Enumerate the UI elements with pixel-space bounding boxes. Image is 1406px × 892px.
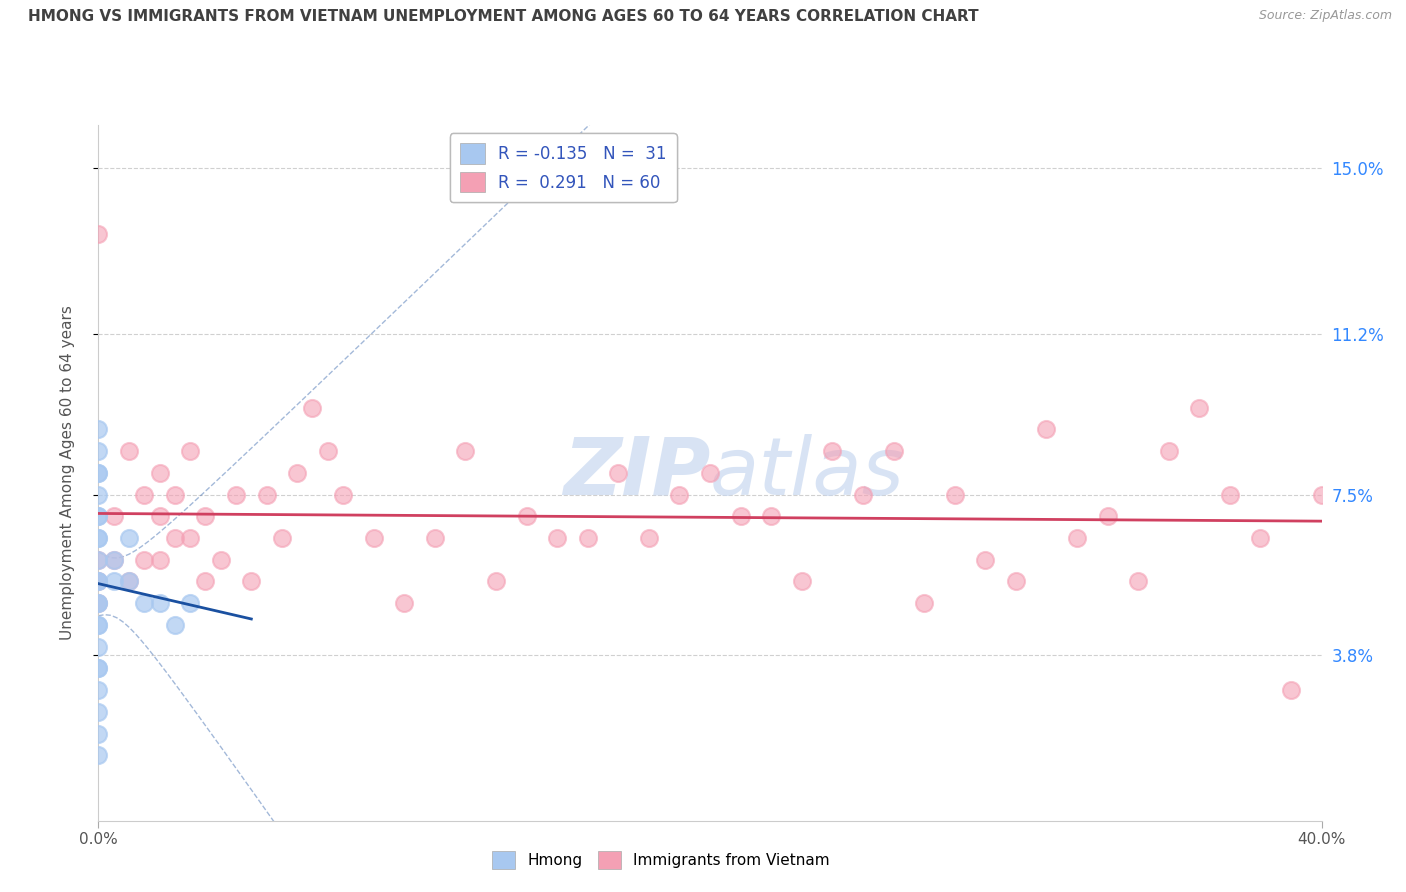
Point bbox=[134, 487, 156, 501]
Point bbox=[1188, 401, 1211, 415]
Point bbox=[668, 487, 690, 501]
Point bbox=[1066, 531, 1088, 545]
Point bbox=[1097, 509, 1119, 524]
Point bbox=[730, 509, 752, 524]
Point bbox=[821, 444, 844, 458]
Point bbox=[87, 683, 110, 698]
Point bbox=[179, 596, 201, 610]
Point bbox=[163, 618, 186, 632]
Point bbox=[87, 531, 110, 545]
Point bbox=[454, 444, 477, 458]
Point bbox=[194, 509, 217, 524]
Point bbox=[209, 552, 232, 567]
Point bbox=[87, 618, 110, 632]
Point bbox=[87, 596, 110, 610]
Point bbox=[87, 618, 110, 632]
Point bbox=[87, 748, 110, 763]
Point bbox=[1128, 574, 1150, 589]
Point bbox=[761, 509, 783, 524]
Point bbox=[134, 596, 156, 610]
Point bbox=[332, 487, 354, 501]
Legend: Hmong, Immigrants from Vietnam: Hmong, Immigrants from Vietnam bbox=[486, 845, 835, 875]
Text: ZIP: ZIP bbox=[562, 434, 710, 512]
Point bbox=[87, 509, 110, 524]
Point bbox=[87, 596, 110, 610]
Text: HMONG VS IMMIGRANTS FROM VIETNAM UNEMPLOYMENT AMONG AGES 60 TO 64 YEARS CORRELAT: HMONG VS IMMIGRANTS FROM VIETNAM UNEMPLO… bbox=[28, 9, 979, 24]
Point bbox=[1004, 574, 1026, 589]
Point bbox=[270, 531, 294, 545]
Point bbox=[1157, 444, 1180, 458]
Point bbox=[87, 466, 110, 480]
Point bbox=[149, 509, 172, 524]
Text: atlas: atlas bbox=[710, 434, 905, 512]
Point bbox=[607, 466, 630, 480]
Point bbox=[1310, 487, 1333, 501]
Point bbox=[87, 444, 110, 458]
Point bbox=[1250, 531, 1272, 545]
Point bbox=[87, 552, 110, 567]
Point bbox=[134, 552, 156, 567]
Point bbox=[118, 574, 141, 589]
Point bbox=[87, 531, 110, 545]
Point bbox=[87, 574, 110, 589]
Point bbox=[225, 487, 247, 501]
Point bbox=[423, 531, 446, 545]
Point bbox=[1219, 487, 1241, 501]
Point bbox=[316, 444, 339, 458]
Point bbox=[1279, 683, 1302, 698]
Point bbox=[363, 531, 385, 545]
Point bbox=[546, 531, 568, 545]
Point bbox=[87, 726, 110, 740]
Point bbox=[943, 487, 966, 501]
Point bbox=[852, 487, 875, 501]
Point bbox=[87, 487, 110, 501]
Point bbox=[149, 596, 172, 610]
Point bbox=[516, 509, 538, 524]
Point bbox=[485, 574, 508, 589]
Point bbox=[179, 531, 201, 545]
Point bbox=[576, 531, 599, 545]
Point bbox=[285, 466, 308, 480]
Point bbox=[87, 574, 110, 589]
Point bbox=[163, 531, 186, 545]
Point bbox=[87, 466, 110, 480]
Point bbox=[87, 661, 110, 675]
Point bbox=[87, 640, 110, 654]
Point bbox=[638, 531, 661, 545]
Point bbox=[392, 596, 416, 610]
Point bbox=[87, 661, 110, 675]
Point bbox=[149, 466, 172, 480]
Point bbox=[118, 531, 141, 545]
Point bbox=[103, 552, 125, 567]
Point bbox=[699, 466, 721, 480]
Point bbox=[87, 705, 110, 719]
Point bbox=[149, 552, 172, 567]
Point bbox=[87, 227, 110, 241]
Legend: R = -0.135   N =  31, R =  0.291   N = 60: R = -0.135 N = 31, R = 0.291 N = 60 bbox=[450, 133, 676, 202]
Text: Source: ZipAtlas.com: Source: ZipAtlas.com bbox=[1258, 9, 1392, 22]
Point bbox=[301, 401, 323, 415]
Point bbox=[87, 574, 110, 589]
Point bbox=[240, 574, 263, 589]
Point bbox=[118, 574, 141, 589]
Point bbox=[87, 422, 110, 436]
Point bbox=[163, 487, 186, 501]
Y-axis label: Unemployment Among Ages 60 to 64 years: Unemployment Among Ages 60 to 64 years bbox=[60, 305, 75, 640]
Point bbox=[790, 574, 813, 589]
Point bbox=[103, 552, 125, 567]
Point bbox=[179, 444, 201, 458]
Point bbox=[103, 574, 125, 589]
Point bbox=[87, 596, 110, 610]
Point bbox=[103, 509, 125, 524]
Point bbox=[256, 487, 278, 501]
Point bbox=[87, 552, 110, 567]
Point bbox=[87, 509, 110, 524]
Point bbox=[883, 444, 905, 458]
Point bbox=[118, 444, 141, 458]
Point bbox=[912, 596, 935, 610]
Point bbox=[974, 552, 997, 567]
Point bbox=[1035, 422, 1057, 436]
Point bbox=[194, 574, 217, 589]
